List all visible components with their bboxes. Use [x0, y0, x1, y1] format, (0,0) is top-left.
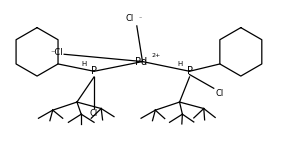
- Text: ⁻: ⁻: [138, 17, 141, 22]
- Text: 2+: 2+: [151, 53, 160, 58]
- Text: P: P: [91, 66, 97, 76]
- Text: P: P: [186, 66, 193, 76]
- Text: ⁻Cl: ⁻Cl: [50, 48, 63, 58]
- Text: Cl: Cl: [126, 14, 134, 23]
- Text: Cl: Cl: [90, 109, 98, 118]
- Text: Pd: Pd: [135, 57, 147, 67]
- Text: Cl: Cl: [215, 89, 223, 98]
- Text: H: H: [177, 61, 182, 67]
- Text: H: H: [82, 61, 87, 67]
